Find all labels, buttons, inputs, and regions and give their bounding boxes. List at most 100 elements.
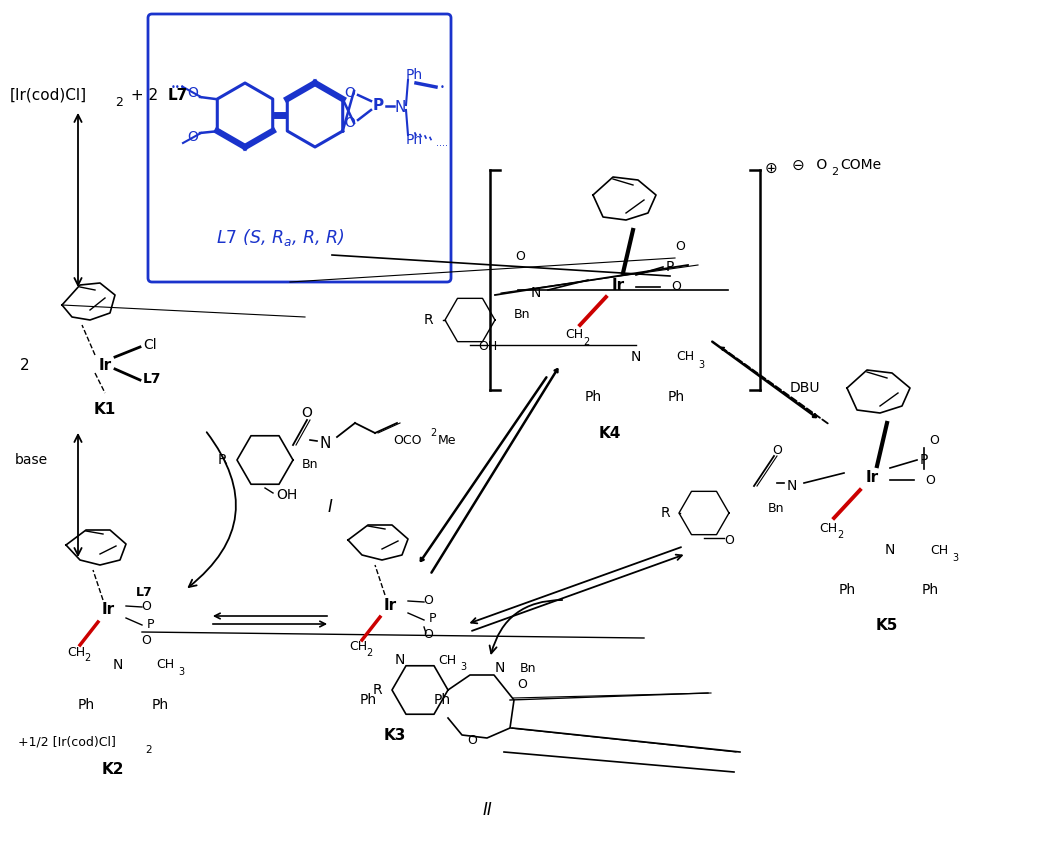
Text: Ir: Ir	[611, 277, 624, 293]
Text: N: N	[531, 286, 541, 300]
Text: CH: CH	[438, 653, 456, 667]
Text: Bn: Bn	[520, 662, 536, 674]
Text: O: O	[515, 250, 525, 263]
Text: $L7$ ($S$, $R_a$, $R$, $R$): $L7$ ($S$, $R_a$, $R$, $R$)	[216, 228, 344, 249]
Text: Bn: Bn	[513, 309, 530, 321]
Text: Bn: Bn	[301, 459, 318, 471]
Text: COMe: COMe	[840, 158, 881, 172]
Text: L7: L7	[168, 87, 188, 102]
Text: DBU: DBU	[790, 381, 821, 395]
Text: 2: 2	[836, 530, 843, 540]
Text: Ir: Ir	[865, 470, 879, 486]
Text: Cl: Cl	[143, 338, 157, 352]
Text: O: O	[345, 86, 355, 100]
Text: 2: 2	[831, 167, 838, 177]
Text: Ph: Ph	[78, 698, 95, 712]
Text: CH: CH	[349, 640, 367, 653]
Text: 2: 2	[430, 428, 436, 438]
Text: O: O	[468, 733, 477, 746]
Text: Ph: Ph	[152, 698, 168, 712]
Text: CH: CH	[156, 658, 175, 672]
Text: R: R	[217, 453, 227, 467]
Text: OCO: OCO	[393, 433, 422, 447]
Text: CH: CH	[930, 543, 949, 557]
Text: 3: 3	[952, 553, 958, 563]
Text: •••: •••	[170, 83, 185, 91]
Text: 2: 2	[20, 358, 30, 372]
Text: II: II	[482, 801, 491, 819]
Text: 2: 2	[115, 96, 123, 109]
Text: K5: K5	[876, 618, 898, 634]
Text: 3: 3	[460, 662, 467, 672]
Text: N: N	[787, 479, 797, 493]
Text: Ir: Ir	[99, 358, 111, 372]
Text: N: N	[395, 653, 405, 667]
Text: 2: 2	[84, 653, 90, 663]
Text: Ir: Ir	[383, 597, 397, 613]
Text: O: O	[188, 130, 198, 144]
Text: P: P	[146, 618, 154, 630]
Text: O: O	[141, 634, 151, 646]
Text: base: base	[15, 453, 48, 467]
Text: Ph: Ph	[406, 68, 423, 82]
Text: CH: CH	[66, 645, 85, 658]
Text: R: R	[423, 313, 433, 327]
Text: 3: 3	[698, 360, 704, 370]
Text: Ph: Ph	[359, 693, 376, 707]
Text: N: N	[495, 661, 505, 675]
Text: OH: OH	[276, 488, 297, 502]
Text: P: P	[666, 260, 674, 274]
Text: OH: OH	[478, 340, 498, 354]
Text: O: O	[929, 433, 939, 447]
Text: CH: CH	[565, 328, 583, 342]
Text: 2: 2	[366, 648, 372, 658]
Text: 3: 3	[178, 667, 184, 677]
Text: Me: Me	[438, 433, 456, 447]
Text: R: R	[661, 506, 670, 520]
Text: K4: K4	[598, 426, 621, 441]
Text: Ir: Ir	[102, 602, 114, 618]
Text: P: P	[920, 453, 928, 467]
Text: + 2: + 2	[126, 87, 163, 102]
Text: N: N	[319, 436, 330, 451]
Text: Bn: Bn	[768, 502, 784, 514]
Text: O: O	[423, 629, 433, 641]
Text: K2: K2	[102, 762, 125, 777]
Text: N: N	[885, 543, 896, 557]
Text: 2: 2	[583, 337, 589, 347]
Text: O: O	[517, 678, 527, 691]
Text: K3: K3	[383, 728, 406, 743]
Text: P: P	[372, 97, 383, 113]
Text: •: •	[439, 83, 445, 91]
Text: O: O	[345, 116, 355, 130]
Text: O: O	[188, 86, 198, 100]
Text: O: O	[772, 443, 782, 457]
Text: O: O	[671, 281, 681, 294]
Text: O: O	[675, 240, 685, 254]
Text: Ph: Ph	[433, 693, 451, 707]
Text: ⊖: ⊖	[792, 157, 805, 173]
Text: O: O	[301, 406, 313, 420]
Text: Ph: Ph	[667, 390, 685, 404]
Text: K1: K1	[94, 403, 116, 417]
Text: ....: ....	[436, 138, 448, 148]
Text: CH: CH	[819, 521, 837, 535]
Text: N: N	[113, 658, 124, 672]
Text: ⊕: ⊕	[765, 161, 778, 175]
Text: Ph: Ph	[584, 390, 602, 404]
Text: [Ir(cod)Cl]: [Ir(cod)Cl]	[10, 87, 87, 102]
Text: O: O	[724, 534, 734, 547]
Text: O: O	[812, 158, 827, 172]
FancyBboxPatch shape	[148, 14, 451, 282]
Text: CH: CH	[676, 350, 694, 364]
Text: +1/2 [Ir(cod)Cl]: +1/2 [Ir(cod)Cl]	[18, 735, 116, 749]
Text: N: N	[631, 350, 641, 364]
Text: R: R	[372, 683, 382, 697]
Text: P: P	[428, 613, 435, 625]
Text: O: O	[423, 595, 433, 607]
Text: N: N	[395, 100, 405, 114]
Text: L7: L7	[143, 372, 161, 386]
Text: L7: L7	[136, 585, 153, 598]
Text: I: I	[327, 498, 332, 516]
Text: Ph: Ph	[922, 583, 938, 597]
